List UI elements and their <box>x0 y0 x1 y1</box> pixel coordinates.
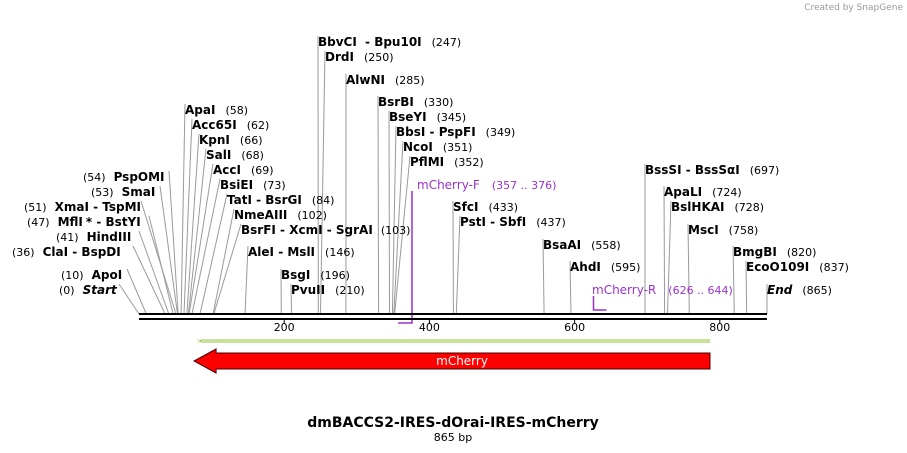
site-label-bsrbi[interactable]: BsrBI (330) <box>378 95 453 109</box>
leader-bslhkai <box>667 200 672 315</box>
leader-eco0109i <box>745 260 748 315</box>
site-label-msci[interactable]: MscI (758) <box>688 223 758 237</box>
leader-acc65i <box>183 118 193 315</box>
leader-bsrfi <box>213 223 242 315</box>
feature-label: mCherry <box>436 354 488 368</box>
leader-psti <box>455 215 461 315</box>
site-label-kpni[interactable]: KpnI (66) <box>199 133 263 147</box>
site-label-bsssi[interactable]: BssSI - BssSαI (697) <box>645 163 779 177</box>
site-label-alei[interactable]: AleI - MslI (146) <box>248 245 355 259</box>
site-label-apali[interactable]: ApaLI (724) <box>664 185 742 199</box>
site-label-ahdi[interactable]: AhdI (595) <box>570 260 640 274</box>
primer-label-mcherry-r[interactable]: mCherry-R (626 .. 644) <box>592 283 733 297</box>
site-label-sfci[interactable]: SfcI (433) <box>453 200 518 214</box>
site-label-psti[interactable]: PstI - SbfI (437) <box>460 215 566 229</box>
site-label-bsgi[interactable]: BsgI (196) <box>281 268 350 282</box>
site-label-tati[interactable]: TatI - BsrGI (84) <box>227 193 334 207</box>
primer-label-mcherry-f[interactable]: mCherry-F (357 .. 376) <box>417 178 556 192</box>
feature-arrow[interactable] <box>193 348 711 374</box>
leader-hindiii <box>138 230 170 315</box>
leader-pvuii <box>290 283 292 315</box>
leader-alei <box>244 245 249 315</box>
orf-line-highlight <box>196 337 710 345</box>
tick-label-600: 600 <box>564 321 585 334</box>
site-label-pspomi[interactable]: (54) PspOMI <box>83 170 165 184</box>
leader-apoi <box>126 268 147 315</box>
primer-annotations: mCherry-F (357 .. 376) mCherry-R (626 .. 6… <box>398 178 733 324</box>
leader-pflmi <box>394 155 411 315</box>
leader-sali <box>187 148 207 315</box>
leader-bbsi <box>391 125 397 315</box>
leader-smai <box>159 185 178 315</box>
site-label-bbsi[interactable]: BbsI - PspFI (349) <box>396 125 515 139</box>
site-label-apoi[interactable]: (10) ApoI <box>61 268 122 282</box>
site-label-bseyi[interactable]: BseYI (345) <box>389 110 466 124</box>
leader-ncoi <box>393 140 404 315</box>
site-label-bsiei[interactable]: BsiEI (73) <box>220 178 286 192</box>
map-title: dmBACCS2-IRES-dOrai-IRES-mCherry <box>307 415 599 431</box>
leader-tati <box>199 193 228 315</box>
leader-bsaai <box>542 238 545 315</box>
site-label-mfli[interactable]: (47) MflI * - BstYI <box>27 215 141 229</box>
leader-apali <box>663 185 666 315</box>
tick-label-800: 800 <box>709 321 730 334</box>
primer-mark-mcherry-f[interactable] <box>398 191 413 324</box>
site-label-acc65i[interactable]: Acc65I (62) <box>192 118 269 132</box>
dna-backbone <box>139 313 767 320</box>
site-label-acci[interactable]: AccI (69) <box>213 163 274 177</box>
leader-bmgbi <box>732 245 735 315</box>
site-label-ncoi[interactable]: NcoI (351) <box>403 140 472 154</box>
leader-apai <box>180 103 186 315</box>
orf-track <box>196 337 710 345</box>
site-leader-lines <box>118 35 768 315</box>
leader-drdi <box>320 50 326 315</box>
ruler: 200 400 600 800 <box>274 319 730 334</box>
site-label-nmeaiii[interactable]: NmeAIII (102) <box>234 208 327 222</box>
site-label-eco0109i[interactable]: EcoO109I (837) <box>746 260 849 274</box>
site-label-bslhkai[interactable]: BslHKAI (728) <box>671 200 764 214</box>
feature-mcherry[interactable]: mCherry <box>193 348 711 374</box>
site-label-xmai[interactable]: (51) XmaI - TspMI <box>24 200 141 214</box>
leader-bsiei <box>191 178 221 315</box>
leader-acci <box>188 163 214 315</box>
tick-label-400: 400 <box>419 321 440 334</box>
site-label-bbvci[interactable]: BbvCI - Bpu10I (247) <box>318 35 461 49</box>
leader-bseyi <box>388 110 390 315</box>
site-label-end[interactable]: End (865) <box>767 283 832 297</box>
leader-kpni <box>186 133 200 315</box>
site-label-sali[interactable]: SalI (68) <box>206 148 264 162</box>
primer-mark-mcherry-r[interactable] <box>592 296 607 311</box>
site-label-clai[interactable]: (36) ClaI - BspDI <box>12 245 121 259</box>
leader-ahdi <box>569 260 572 315</box>
restriction-site-labels: BbvCI - Bpu10I (247) DrdI (250) AlwNI (285)… <box>12 35 849 297</box>
site-label-start[interactable]: (0) Start <box>59 283 118 297</box>
site-label-alwni[interactable]: AlwNI (285) <box>346 73 425 87</box>
leader-xmai <box>140 200 177 315</box>
site-label-apai[interactable]: ApaI (58) <box>185 103 248 117</box>
leader-bsrbi <box>377 95 380 315</box>
leader-nmeaiii <box>212 208 235 315</box>
site-label-smai[interactable]: (53) SmaI <box>91 185 155 199</box>
site-label-bsrfi[interactable]: BsrFI - XcmI - SgrAI (103) <box>241 223 410 237</box>
map-length: 865 bp <box>434 431 472 444</box>
leader-start <box>118 283 140 315</box>
site-label-pflmi[interactable]: PflMI (352) <box>410 155 484 169</box>
snapgene-credit: Created by SnapGene <box>804 3 903 13</box>
leader-pspomi <box>168 170 179 315</box>
site-label-drdi[interactable]: DrdI (250) <box>325 50 394 64</box>
leader-mfli <box>148 215 174 315</box>
tick-label-200: 200 <box>274 321 295 334</box>
leader-msci <box>687 223 690 315</box>
site-label-bsaai[interactable]: BsaAI (558) <box>543 238 621 252</box>
site-label-hindiii[interactable]: (41) HindIII <box>56 230 131 244</box>
leader-clai <box>132 245 166 315</box>
site-label-pvuii[interactable]: PvuII (210) <box>291 283 365 297</box>
site-label-bmgbi[interactable]: BmgBI (820) <box>733 245 816 259</box>
